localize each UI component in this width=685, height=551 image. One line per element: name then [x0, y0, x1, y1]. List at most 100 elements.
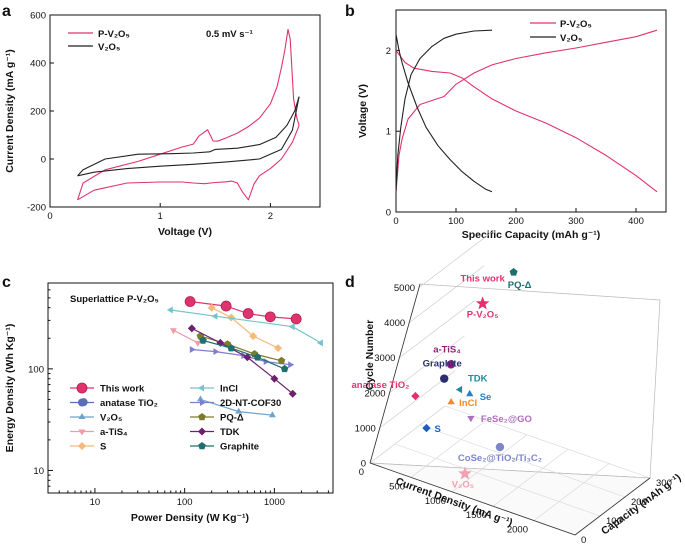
panel-a-annotation: 0.5 mV s⁻¹	[206, 29, 253, 40]
panel-c-legend-marker	[78, 429, 86, 436]
panel-c-point	[194, 340, 202, 347]
panel-c-legend-label: This work	[100, 384, 145, 395]
panel-c-point	[288, 389, 297, 398]
panel-c-ytick-label: 10	[33, 466, 44, 477]
panel-c-point	[220, 300, 232, 312]
panel-b-curve	[395, 34, 493, 193]
panel-c-legend-label: V₂O₅	[100, 413, 122, 424]
panel-d-point-label: S	[434, 424, 440, 435]
panel-d-ygrid	[394, 443, 601, 517]
panel-a-curve	[77, 28, 300, 200]
panel-d-y-axis	[574, 477, 651, 536]
panel-c-legend-marker	[198, 427, 206, 436]
panel-c-series-line	[190, 300, 297, 320]
panel-d-ytick-label: 100	[606, 516, 622, 527]
panel-a-curve	[77, 96, 300, 177]
panel-d-xgrid	[451, 434, 528, 493]
panel-d-ztick-label: 3000	[374, 353, 395, 364]
panel-a-xtick-label: 1	[158, 211, 163, 222]
panel-d-back-wall	[369, 283, 661, 479]
panel-a-ytick-label: 200	[30, 107, 46, 118]
panel-c-point	[290, 313, 302, 325]
panel-d-ytick-label: 200	[631, 497, 647, 508]
panel-c-point	[243, 353, 252, 362]
panel-b-curve	[395, 50, 658, 193]
panel-c-title: Superlattice P-V₂O₅	[70, 294, 159, 305]
panel-a-legend-v2o5: V₂O₅	[98, 42, 120, 53]
panel-c-point	[316, 339, 323, 347]
panel-d-point	[422, 423, 431, 433]
panel-c-point	[170, 328, 177, 335]
panel-d-point	[447, 398, 455, 405]
panel-d-point-label: a-TiS₄	[433, 344, 461, 355]
panel-d-point-label: Se	[480, 392, 492, 403]
panel-d-xgrid	[533, 463, 610, 521]
panel-c-legend-marker	[200, 399, 206, 406]
panel-d-zgrid	[389, 335, 465, 394]
panel-d-xtick-label: 0	[359, 467, 364, 478]
panel-c-legend-marker	[78, 413, 86, 419]
panel-d-ztick-label: 4000	[384, 318, 405, 329]
panel-b-label: b	[345, 3, 355, 20]
panel-b-xtick-label: 400	[628, 216, 644, 227]
panel-c-point	[288, 361, 295, 369]
panel-d-ztick-label: 1000	[355, 423, 376, 434]
panel-d-xtick-label: 2000	[507, 525, 528, 536]
panel-c-xtick-label: 10	[90, 497, 101, 508]
panel-d-xtick-label: 1500	[466, 510, 487, 521]
panel-d-point-label: FeSe₂@GO	[481, 414, 532, 425]
panel-c-legend-marker	[78, 442, 86, 450]
panel-c-ticks: 10 100 1000 10 100	[28, 282, 329, 508]
panel-c-ylabel: Energy Density (Wh Kg⁻¹)	[4, 324, 16, 453]
panel-a-xtick-label: 2	[268, 211, 273, 222]
panel-c-legend-label: InCl	[220, 384, 238, 395]
panel-a-curve	[77, 96, 300, 177]
panel-b-xtick-label: 100	[448, 216, 464, 227]
panel-c-point	[280, 364, 289, 373]
panel-b-lines	[395, 29, 658, 193]
panel-b-ylabel: Voltage (V)	[357, 84, 369, 138]
panel-c-frame	[47, 282, 334, 494]
panel-c-point	[235, 407, 243, 414]
panel-c-series	[79, 296, 323, 418]
panel-c-series-line	[200, 335, 282, 362]
panel-a-curve	[77, 125, 300, 201]
panel-b-ytick-label: 1	[386, 127, 391, 138]
panel-d-point	[467, 416, 475, 423]
panel-a-ytick-label: -200	[27, 203, 46, 214]
panel-a-ytick-label: 600	[30, 11, 46, 22]
panel-c-series-line	[202, 339, 285, 370]
panel-d-zlabel: Cycle Number	[364, 320, 376, 391]
panel-d-z-axis	[369, 283, 421, 464]
panel-d-ztick-label: 5000	[394, 283, 415, 294]
panel-d-ytick-label: 300	[656, 478, 672, 489]
panel-c-point	[277, 356, 286, 365]
panel-b-legend-v2o5: V₂O₅	[560, 33, 582, 44]
panel-c-legend-label: PQ-Δ	[220, 413, 244, 424]
panel-c-point	[288, 323, 295, 331]
panel-d-point-label: CoSe₂@TiO₂/Ti₃C₂	[458, 453, 542, 464]
panel-c-point	[249, 332, 258, 341]
panel-b-curve	[395, 29, 658, 192]
panel-c-legend-marker	[78, 398, 86, 407]
panel-c-legend: This work anatase TiO₂ V₂O₅ a-TiS₄ S InCl 2D-N…	[70, 382, 281, 453]
panel-c-legend-marker	[198, 442, 206, 450]
panel-c-point	[253, 353, 262, 361]
panel-d-point	[411, 391, 420, 401]
panel-d-ygrid	[444, 405, 651, 479]
panel-b-legend-pv2o5: P-V₂O₅	[560, 19, 592, 30]
panel-c-series-line	[211, 307, 279, 349]
panel-a-ytick-label: 400	[30, 59, 46, 70]
panel-c-legend-label: S	[100, 442, 106, 453]
panel-d-zgrid	[399, 300, 475, 358]
panel-d-point	[475, 296, 490, 310]
panel-b-curve	[395, 29, 493, 192]
panel-c-point	[199, 336, 207, 344]
panel-c-point	[268, 411, 276, 418]
panel-d-point	[446, 360, 456, 369]
panel-d-point	[455, 385, 463, 394]
panel-b-frame	[395, 9, 667, 213]
